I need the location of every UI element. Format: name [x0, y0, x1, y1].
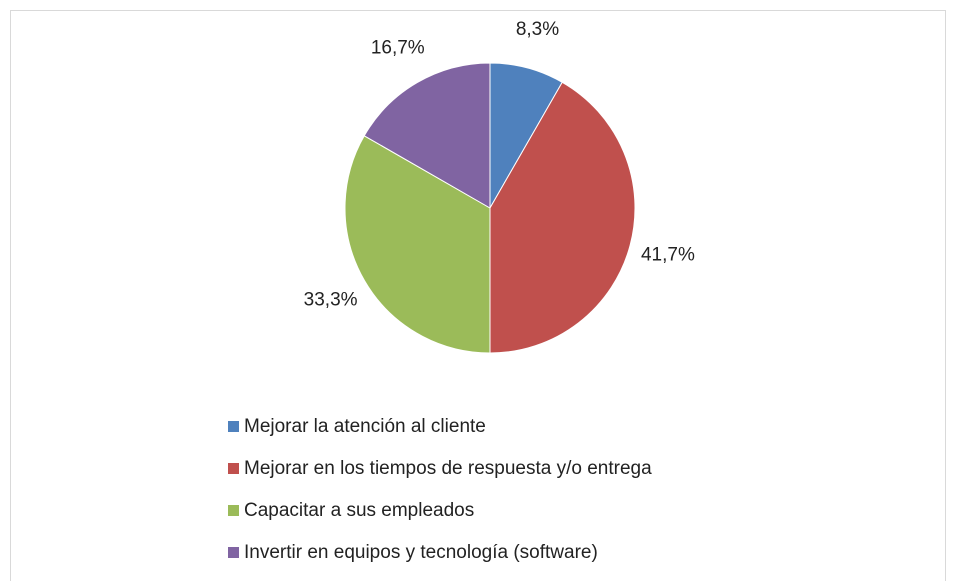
legend-swatch [228, 505, 239, 516]
legend-swatch [228, 421, 239, 432]
legend-label: Mejorar la atención al cliente [244, 416, 486, 437]
legend-label: Capacitar a sus empleados [244, 500, 474, 521]
data-label: 8,3% [516, 19, 559, 40]
legend-label: Invertir en equipos y tecnología (softwa… [244, 542, 598, 563]
legend-label: Mejorar en los tiempos de respuesta y/o … [244, 458, 652, 479]
legend-swatch [228, 547, 239, 558]
data-label: 41,7% [641, 244, 695, 265]
pie-slice [489, 81, 636, 354]
data-label: 33,3% [304, 289, 358, 310]
pie-slice [344, 135, 491, 354]
data-label: 16,7% [371, 38, 425, 59]
pie-slice [363, 62, 491, 209]
legend-swatch [228, 463, 239, 474]
